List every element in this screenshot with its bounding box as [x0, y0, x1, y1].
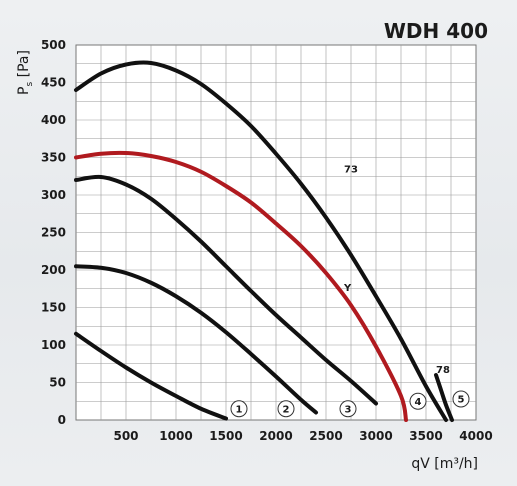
- y-tick-label: 500: [41, 38, 66, 52]
- curve-number-label: 2: [283, 404, 290, 415]
- annotations: 73 Y 78 1 2 3 4 5: [230, 165, 470, 418]
- curve-number-label: 4: [415, 397, 422, 408]
- x-tick-label: 2500: [309, 429, 342, 443]
- curve-number-circle: [230, 400, 248, 418]
- x-tick-label: 4000: [459, 429, 492, 443]
- x-tick-labels: 500 1000 1500 2000 2500 3000 3500 4000: [113, 429, 492, 443]
- chart-title: WDH 400: [384, 19, 488, 43]
- x-tick-label: 3500: [409, 429, 442, 443]
- series-lines: [74, 60, 454, 422]
- y-tick-label: 100: [41, 338, 66, 352]
- series-line-2: [74, 264, 318, 415]
- y-tick-label: 400: [41, 113, 66, 127]
- curve-label: 73: [344, 165, 358, 176]
- curve-number-circle: [277, 400, 295, 418]
- series-line-78: [434, 373, 454, 422]
- y-tick-label: 250: [41, 226, 66, 240]
- x-tick-label: 500: [113, 429, 138, 443]
- curve-number-label: 5: [458, 395, 465, 406]
- x-tick-label: 2000: [259, 429, 292, 443]
- y-tick-label: 0: [58, 413, 66, 427]
- x-tick-label: 1500: [209, 429, 242, 443]
- y-tick-labels: 0 50 100 150 200 250 300 350 400 450 500: [41, 38, 66, 427]
- x-tick-label: 1000: [159, 429, 192, 443]
- y-tick-label: 300: [41, 188, 66, 202]
- curve-label: Y: [343, 283, 352, 294]
- x-tick-label: 3000: [359, 429, 392, 443]
- y-tick-label: 50: [49, 376, 66, 390]
- curve-number-circle: [339, 400, 357, 418]
- curve-label: 78: [436, 365, 450, 376]
- curve-number-circle: [452, 390, 470, 408]
- grid: [75, 44, 477, 421]
- y-tick-label: 450: [41, 76, 66, 90]
- y-axis-label: Ps [Pa]: [16, 50, 35, 95]
- y-tick-label: 150: [41, 301, 66, 315]
- y-tick-label: 200: [41, 263, 66, 277]
- y-tick-label: 350: [41, 151, 66, 165]
- curve-number-circle: [409, 392, 427, 410]
- curve-number-label: 3: [345, 404, 352, 415]
- series-line-73: [74, 60, 448, 422]
- series-line-3: [74, 174, 378, 406]
- curve-number-label: 1: [236, 404, 243, 415]
- series-line-1: [74, 331, 228, 421]
- series-line-Y: [74, 150, 408, 422]
- x-axis-label: qV [m³/h]: [411, 456, 478, 472]
